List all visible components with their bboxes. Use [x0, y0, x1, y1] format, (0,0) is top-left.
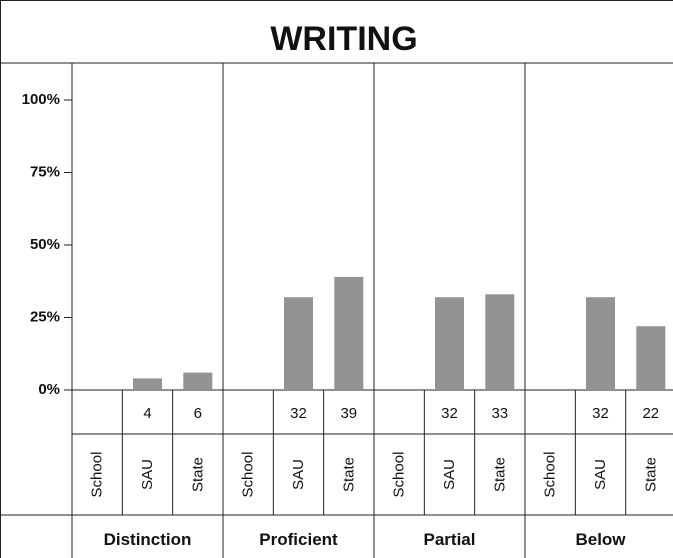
- bar-sau-distinction: [132, 378, 162, 390]
- bar-state-below: [636, 326, 666, 390]
- value-label: 32: [592, 405, 609, 422]
- subcategory-label: School: [391, 452, 408, 498]
- chart-title: WRITING: [270, 20, 417, 58]
- bar-sau-proficient: [283, 297, 313, 390]
- y-tick-label: 100%: [22, 91, 60, 108]
- value-label: 39: [340, 405, 357, 422]
- y-tick-label: 0%: [38, 381, 60, 398]
- bar-sau-partial: [434, 297, 464, 390]
- value-label: 32: [441, 405, 458, 422]
- subcategory-label: School: [542, 452, 559, 498]
- value-label: 22: [642, 405, 659, 422]
- value-label: 6: [194, 405, 202, 422]
- category-label: Below: [575, 530, 626, 549]
- subcategory-label: State: [642, 457, 659, 492]
- subcategory-label: SAU: [592, 459, 609, 490]
- bar-state-distinction: [183, 372, 213, 390]
- category-label: Proficient: [259, 530, 338, 549]
- subcategory-label: State: [340, 457, 357, 492]
- y-tick-label: 50%: [30, 236, 60, 253]
- value-label: 32: [290, 405, 307, 422]
- subcategory-label: State: [189, 457, 206, 492]
- bar-state-partial: [485, 294, 515, 390]
- subcategory-label: SAU: [139, 459, 156, 490]
- value-label: 33: [491, 405, 508, 422]
- bar-state-proficient: [334, 276, 364, 390]
- y-tick-label: 25%: [30, 309, 60, 326]
- subcategory-label: SAU: [441, 459, 458, 490]
- subcategory-label: State: [491, 457, 508, 492]
- category-label: Distinction: [104, 530, 192, 549]
- subcategory-label: School: [240, 452, 257, 498]
- bar-sau-below: [585, 297, 615, 390]
- category-label: Partial: [424, 530, 476, 549]
- y-tick-label: 75%: [30, 164, 60, 181]
- subcategory-label: School: [89, 452, 106, 498]
- value-label: 4: [143, 405, 151, 422]
- subcategory-label: SAU: [290, 459, 307, 490]
